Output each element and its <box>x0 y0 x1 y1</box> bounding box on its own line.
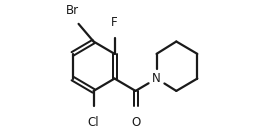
Text: F: F <box>111 16 118 29</box>
Text: Cl: Cl <box>88 116 99 129</box>
Text: O: O <box>131 116 140 129</box>
Text: Br: Br <box>66 4 79 17</box>
Text: N: N <box>152 72 161 85</box>
